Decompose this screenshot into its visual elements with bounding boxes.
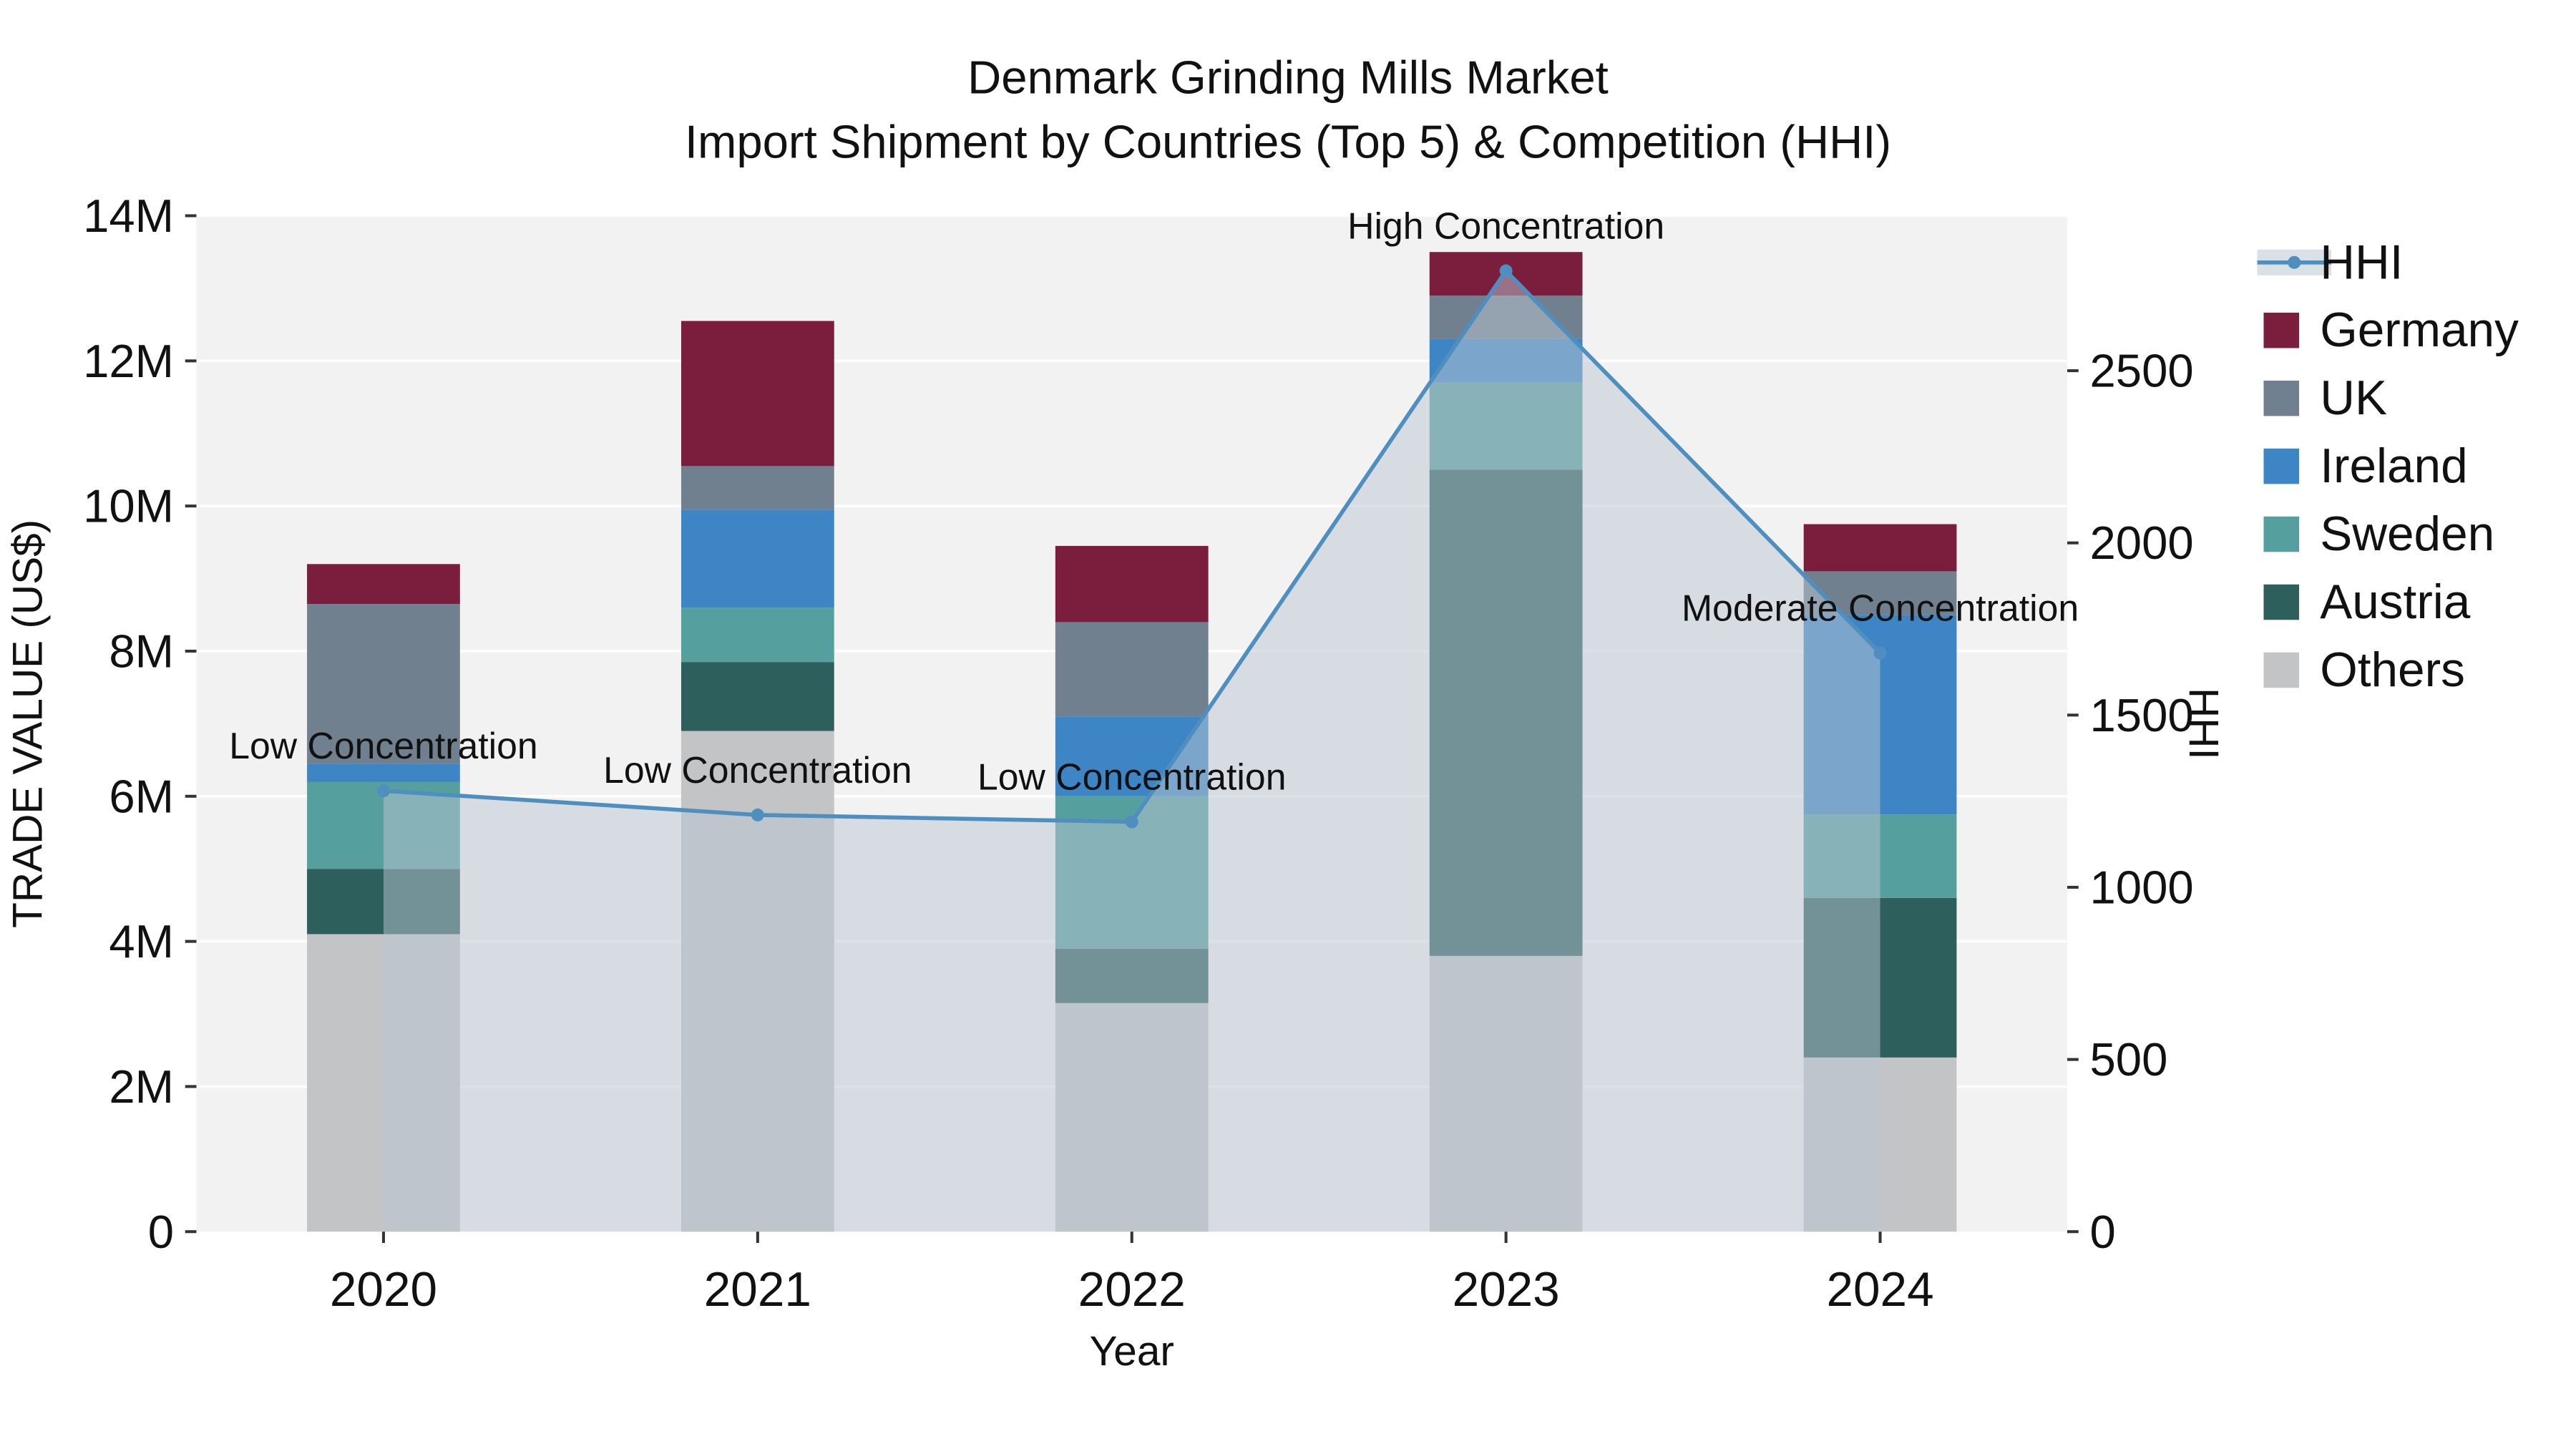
legend-item-hhi[interactable]: HHI [2257,235,2404,289]
legend-swatch-uk [2263,380,2299,416]
right-tick-label: 2500 [2090,345,2194,397]
annotation-2024: Moderate Concentration [1682,587,2079,629]
x-tick-label-2021: 2021 [704,1263,811,1317]
bar-segment-sweden-2021[interactable] [680,608,834,663]
x-axis-title: Year [1090,1328,1174,1375]
legend-swatch-others [2263,652,2299,688]
legend-label-others: Others [2320,643,2465,697]
legend-swatch-ireland [2263,448,2299,484]
annotation-2023: High Concentration [1347,205,1664,247]
right-tick-label: 2000 [2090,517,2194,569]
bar-segment-uk-2022[interactable] [1055,622,1209,717]
bar-segment-ireland-2020[interactable] [307,763,460,782]
left-tick-label: 14M [83,190,174,242]
annotation-2021: Low Concentration [603,749,912,791]
bar-segment-germany-2021[interactable] [680,321,834,467]
chart-subtitle: Import Shipment by Countries (Top 5) & C… [684,117,1892,170]
legend-swatch-sweden [2263,516,2299,552]
bar-segment-uk-2020[interactable] [307,604,460,764]
hhi-point-2024[interactable] [1873,646,1887,660]
right-tick-label: 500 [2090,1033,2168,1085]
legend-item-austria[interactable]: Austria [2263,575,2471,629]
legend-label-austria: Austria [2320,575,2471,629]
left-tick-label: 4M [109,915,174,967]
x-tick-label-2023: 2023 [1453,1263,1560,1317]
right-tick-label: 1000 [2090,861,2194,913]
x-tick-label-2020: 2020 [330,1263,437,1317]
legend-label-germany: Germany [2320,303,2519,357]
left-tick-label: 12M [83,335,174,387]
bar-segment-uk-2021[interactable] [680,466,834,510]
legend-swatch-austria [2263,584,2299,620]
left-tick-label: 2M [109,1060,174,1113]
legend-label-uk: UK [2320,371,2387,425]
left-tick-label: 6M [109,770,174,822]
x-tick-label-2022: 2022 [1078,1263,1186,1317]
legend-hhi-marker [2288,255,2301,269]
hhi-point-2023[interactable] [1499,264,1513,278]
bar-segment-germany-2022[interactable] [1055,545,1209,623]
bar-segment-ireland-2021[interactable] [680,509,834,608]
legend-item-germany[interactable]: Germany [2263,303,2519,357]
left-tick-label: 10M [83,480,174,532]
bar-segment-austria-2021[interactable] [680,662,834,731]
left-tick-label: 8M [109,625,174,677]
chart-title: Denmark Grinding Mills Market [967,53,1609,105]
right-tick-label: 1500 [2090,689,2194,741]
annotation-2022: Low Concentration [977,756,1287,798]
legend-item-ireland[interactable]: Ireland [2263,439,2468,493]
right-tick-label: 0 [2090,1206,2116,1258]
legend-item-sweden[interactable]: Sweden [2263,507,2495,561]
legend-item-others[interactable]: Others [2263,643,2465,697]
left-tick-label: 0 [148,1206,174,1258]
x-tick-label-2024: 2024 [1826,1263,1933,1317]
legend-label-hhi: HHI [2320,235,2403,289]
hhi-point-2021[interactable] [751,808,764,821]
annotation-2020: Low Concentration [229,725,538,766]
right-axis-title: HHI [2180,688,2227,760]
hhi-point-2020[interactable] [376,784,390,798]
bar-segment-germany-2020[interactable] [307,564,460,605]
legend-label-sweden: Sweden [2320,507,2494,561]
legend-item-uk[interactable]: UK [2263,371,2388,425]
hhi-point-2022[interactable] [1125,815,1138,829]
bar-segment-germany-2024[interactable] [1803,524,1957,572]
legend-label-ireland: Ireland [2320,439,2467,493]
hhi-area [383,270,1880,1232]
left-axis-title: TRADE VALUE (US$) [4,519,51,928]
legend-swatch-germany [2263,312,2299,348]
